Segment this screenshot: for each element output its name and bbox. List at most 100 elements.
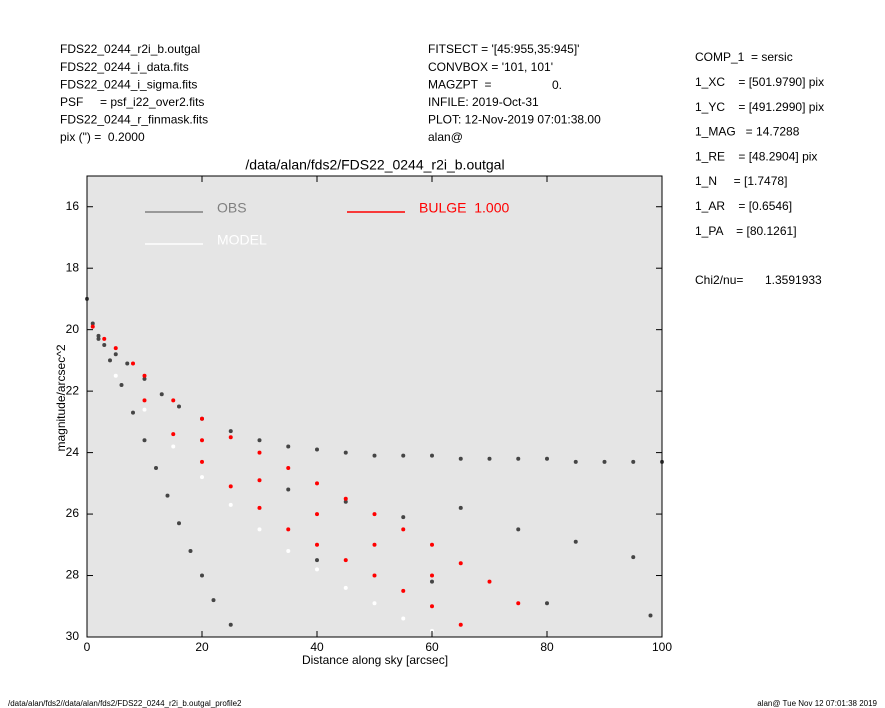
data-point xyxy=(257,505,262,510)
x-tick-label: 40 xyxy=(310,640,324,654)
data-point xyxy=(545,456,549,461)
data-point xyxy=(228,435,233,440)
data-point xyxy=(177,521,181,526)
y-tick-label: 18 xyxy=(66,260,80,274)
data-point xyxy=(142,407,147,412)
data-point xyxy=(516,601,521,606)
data-point xyxy=(430,542,434,547)
data-point xyxy=(372,601,377,606)
data-point xyxy=(315,567,319,572)
data-point xyxy=(372,542,377,547)
data-point xyxy=(142,376,147,381)
data-point xyxy=(315,481,319,486)
data-point xyxy=(573,539,578,544)
data-point xyxy=(228,502,233,507)
header-middle-line: FITSECT = '[45:955,35:945]' xyxy=(428,42,579,56)
x-tick-label: 100 xyxy=(652,640,672,654)
data-point xyxy=(171,398,176,403)
header-right-line: 1_AR = [0.6546] xyxy=(695,199,792,213)
header-right-line: 1_MAG = 14.7288 xyxy=(695,125,800,139)
data-point xyxy=(430,628,434,633)
y-tick-label: 30 xyxy=(66,629,80,643)
data-point xyxy=(343,585,348,590)
data-point xyxy=(113,373,118,378)
header-left-line: FDS22_0244_r2i_b.outgal xyxy=(60,42,200,56)
header-right-line: 1_PA = [80.1261] xyxy=(695,224,797,238)
header-middle-line: PLOT: 12-Nov-2019 07:01:38.00 xyxy=(428,113,601,127)
data-point xyxy=(401,616,406,621)
data-point xyxy=(458,456,463,461)
data-point xyxy=(200,475,204,480)
chi-label: Chi2/nu= xyxy=(695,273,743,287)
data-point xyxy=(188,548,193,553)
data-point xyxy=(430,604,434,609)
y-tick-label: 24 xyxy=(66,445,80,459)
data-point xyxy=(171,432,176,437)
footer-left: /data/alan/fds2//data/alan/fds2/FDS22_02… xyxy=(8,699,242,708)
data-point xyxy=(165,493,170,498)
y-tick-label: 20 xyxy=(66,322,80,336)
data-point xyxy=(171,444,176,449)
header-right-line: 1_YC = [491.2990] pix xyxy=(695,100,824,114)
data-point xyxy=(228,484,233,489)
data-point xyxy=(602,459,607,464)
header-left-line: PSF = psf_i22_over2.fits xyxy=(60,95,204,109)
data-point xyxy=(430,453,434,458)
header-left-line: pix (") = 0.2000 xyxy=(60,130,145,144)
data-point xyxy=(90,321,95,326)
data-point xyxy=(372,512,377,517)
y-tick-label: 16 xyxy=(66,199,80,213)
legend-label: MODEL xyxy=(217,232,267,248)
data-point xyxy=(102,336,107,341)
header-left-line: FDS22_0244_i_data.fits xyxy=(60,60,189,74)
data-point xyxy=(200,416,204,421)
data-point xyxy=(430,579,434,584)
data-point xyxy=(119,382,124,387)
data-point xyxy=(286,548,291,553)
data-point xyxy=(343,450,348,455)
data-point xyxy=(286,465,291,470)
data-point xyxy=(401,453,406,458)
data-point xyxy=(286,444,291,449)
magzpt-value: 0. xyxy=(552,78,562,92)
header-right-line: 1_N = [1.7478] xyxy=(695,174,787,188)
data-point xyxy=(102,343,107,348)
footer-right: alan@ Tue Nov 12 07:01:38 2019 xyxy=(757,699,877,708)
data-point xyxy=(631,555,636,560)
header-right-line: 1_XC = [501.9790] pix xyxy=(695,75,824,89)
data-point xyxy=(343,558,348,563)
data-point xyxy=(516,527,521,532)
header-left-line: FDS22_0244_r_finmask.fits xyxy=(60,113,208,127)
y-axis-label: magnitude/arcsec^2 xyxy=(54,344,68,451)
legend-label: OBS xyxy=(217,200,247,216)
data-point xyxy=(159,392,164,397)
x-tick-label: 20 xyxy=(195,640,209,654)
data-point xyxy=(257,478,262,483)
data-point xyxy=(487,579,492,584)
header-right-line: COMP_1 = sersic xyxy=(695,50,793,64)
data-point xyxy=(177,404,181,409)
x-tick-label: 80 xyxy=(540,640,554,654)
data-point xyxy=(458,561,463,566)
header-middle-line: alan@ xyxy=(428,130,463,144)
data-point xyxy=(257,527,262,532)
data-point xyxy=(96,336,101,341)
data-point xyxy=(315,558,319,563)
data-point xyxy=(458,505,463,510)
header-middle-line: CONVBOX = '101, 101' xyxy=(428,60,553,74)
plot-frame xyxy=(86,175,663,638)
data-point xyxy=(573,459,578,464)
chart-title: /data/alan/fds2/FDS22_0244_r2i_b.outgal xyxy=(245,157,504,173)
x-tick-label: 0 xyxy=(84,640,91,654)
data-point xyxy=(142,438,147,443)
data-point xyxy=(516,456,521,461)
plot-area xyxy=(87,176,662,637)
x-axis-label: Distance along sky [arcsec] xyxy=(302,653,448,667)
data-point xyxy=(401,515,406,520)
data-point xyxy=(458,622,463,627)
data-point xyxy=(631,459,636,464)
data-point xyxy=(142,398,147,403)
data-point xyxy=(131,361,135,366)
data-point xyxy=(545,601,549,606)
